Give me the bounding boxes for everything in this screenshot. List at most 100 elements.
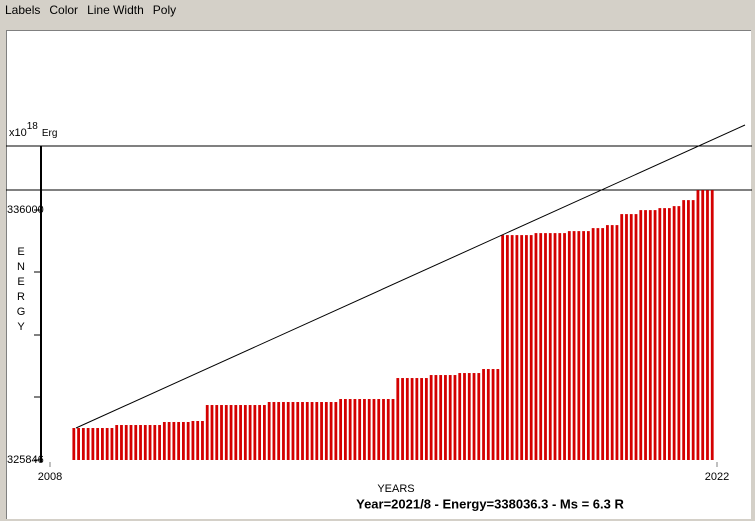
- bar: [591, 228, 595, 460]
- unit-name: Erg: [42, 128, 58, 139]
- bar: [601, 228, 605, 460]
- bar: [463, 373, 466, 460]
- bar: [167, 422, 171, 460]
- bar: [334, 402, 338, 460]
- bar: [143, 425, 147, 460]
- bar: [139, 425, 142, 460]
- y-tick-label: 336000: [7, 204, 44, 216]
- status-text: Year=2021/8 - Energy=338036.3 - Ms = 6.3…: [356, 496, 624, 511]
- bar: [615, 225, 619, 460]
- bar: [96, 428, 100, 460]
- bar: [134, 425, 138, 460]
- bar: [320, 402, 323, 460]
- bar: [129, 425, 133, 460]
- bar: [158, 425, 161, 460]
- bar: [458, 373, 462, 460]
- bar: [548, 233, 552, 460]
- bar: [205, 405, 209, 460]
- bar: [196, 421, 200, 460]
- bar: [444, 375, 447, 460]
- bar: [534, 233, 538, 460]
- bar: [625, 214, 628, 460]
- bar: [353, 399, 357, 460]
- bar: [663, 208, 666, 460]
- unit-exponent: 18: [27, 121, 39, 132]
- bar: [696, 190, 700, 461]
- bar: [448, 375, 452, 460]
- bar: [291, 402, 295, 460]
- x-axis-label: YEARS: [377, 483, 414, 495]
- bar: [186, 422, 190, 460]
- bar: [110, 428, 114, 460]
- bar: [148, 425, 152, 460]
- bar: [363, 399, 366, 460]
- bar: [520, 235, 524, 460]
- bar: [648, 210, 652, 460]
- menu-item[interactable]: Color: [49, 3, 79, 17]
- bar: [653, 210, 657, 460]
- menu-item[interactable]: Labels: [5, 3, 41, 17]
- bar: [687, 200, 690, 460]
- x-tick-label: 2008: [38, 471, 62, 483]
- bar: [710, 190, 714, 461]
- bar: [339, 399, 343, 460]
- menu-bar: Labels Color Line Width Poly: [0, 0, 755, 21]
- bar: [620, 214, 624, 460]
- bar: [286, 402, 290, 460]
- bar: [396, 378, 400, 460]
- bar: [544, 233, 547, 460]
- bar: [253, 405, 257, 460]
- y-tick-label: 325846: [7, 454, 44, 466]
- bar: [486, 369, 490, 460]
- bar: [424, 378, 428, 460]
- bar: [501, 235, 505, 460]
- bar: [267, 402, 271, 460]
- bar: [467, 373, 471, 460]
- bar: [596, 228, 600, 460]
- bar: [667, 208, 671, 460]
- bar: [91, 428, 95, 460]
- bar: [277, 402, 281, 460]
- bar: [691, 200, 695, 460]
- bar: [191, 421, 195, 460]
- bar: [525, 235, 528, 460]
- bar: [401, 378, 404, 460]
- bar: [282, 402, 285, 460]
- bar: [491, 369, 495, 460]
- bar: [210, 405, 214, 460]
- bar: [86, 428, 90, 460]
- bar: [639, 210, 643, 460]
- bar: [415, 378, 419, 460]
- bar: [610, 225, 614, 460]
- bar: [215, 405, 219, 460]
- bar: [272, 402, 276, 460]
- y-axis-label: ENERGY: [15, 246, 27, 336]
- bar: [706, 190, 709, 461]
- menu-item[interactable]: Poly: [152, 3, 177, 17]
- bar: [577, 231, 581, 460]
- bar: [472, 373, 476, 460]
- bar: [672, 206, 676, 460]
- bar: [372, 399, 376, 460]
- trend-line: [75, 124, 746, 429]
- bar: [262, 405, 266, 460]
- bar: [358, 399, 362, 460]
- bar: [77, 428, 80, 460]
- bar: [539, 233, 543, 460]
- bar: [658, 208, 662, 460]
- bars: [72, 190, 714, 461]
- bar: [405, 378, 409, 460]
- x-tick-label: 2022: [705, 471, 729, 483]
- bar: [124, 425, 128, 460]
- bar: [81, 428, 85, 460]
- bar: [296, 402, 300, 460]
- bar: [301, 402, 304, 460]
- bar: [482, 369, 485, 460]
- bar: [391, 399, 395, 460]
- bar: [315, 402, 319, 460]
- bar: [567, 231, 571, 460]
- bar: [429, 375, 433, 460]
- menu-item[interactable]: Line Width: [87, 3, 144, 17]
- bar: [572, 231, 576, 460]
